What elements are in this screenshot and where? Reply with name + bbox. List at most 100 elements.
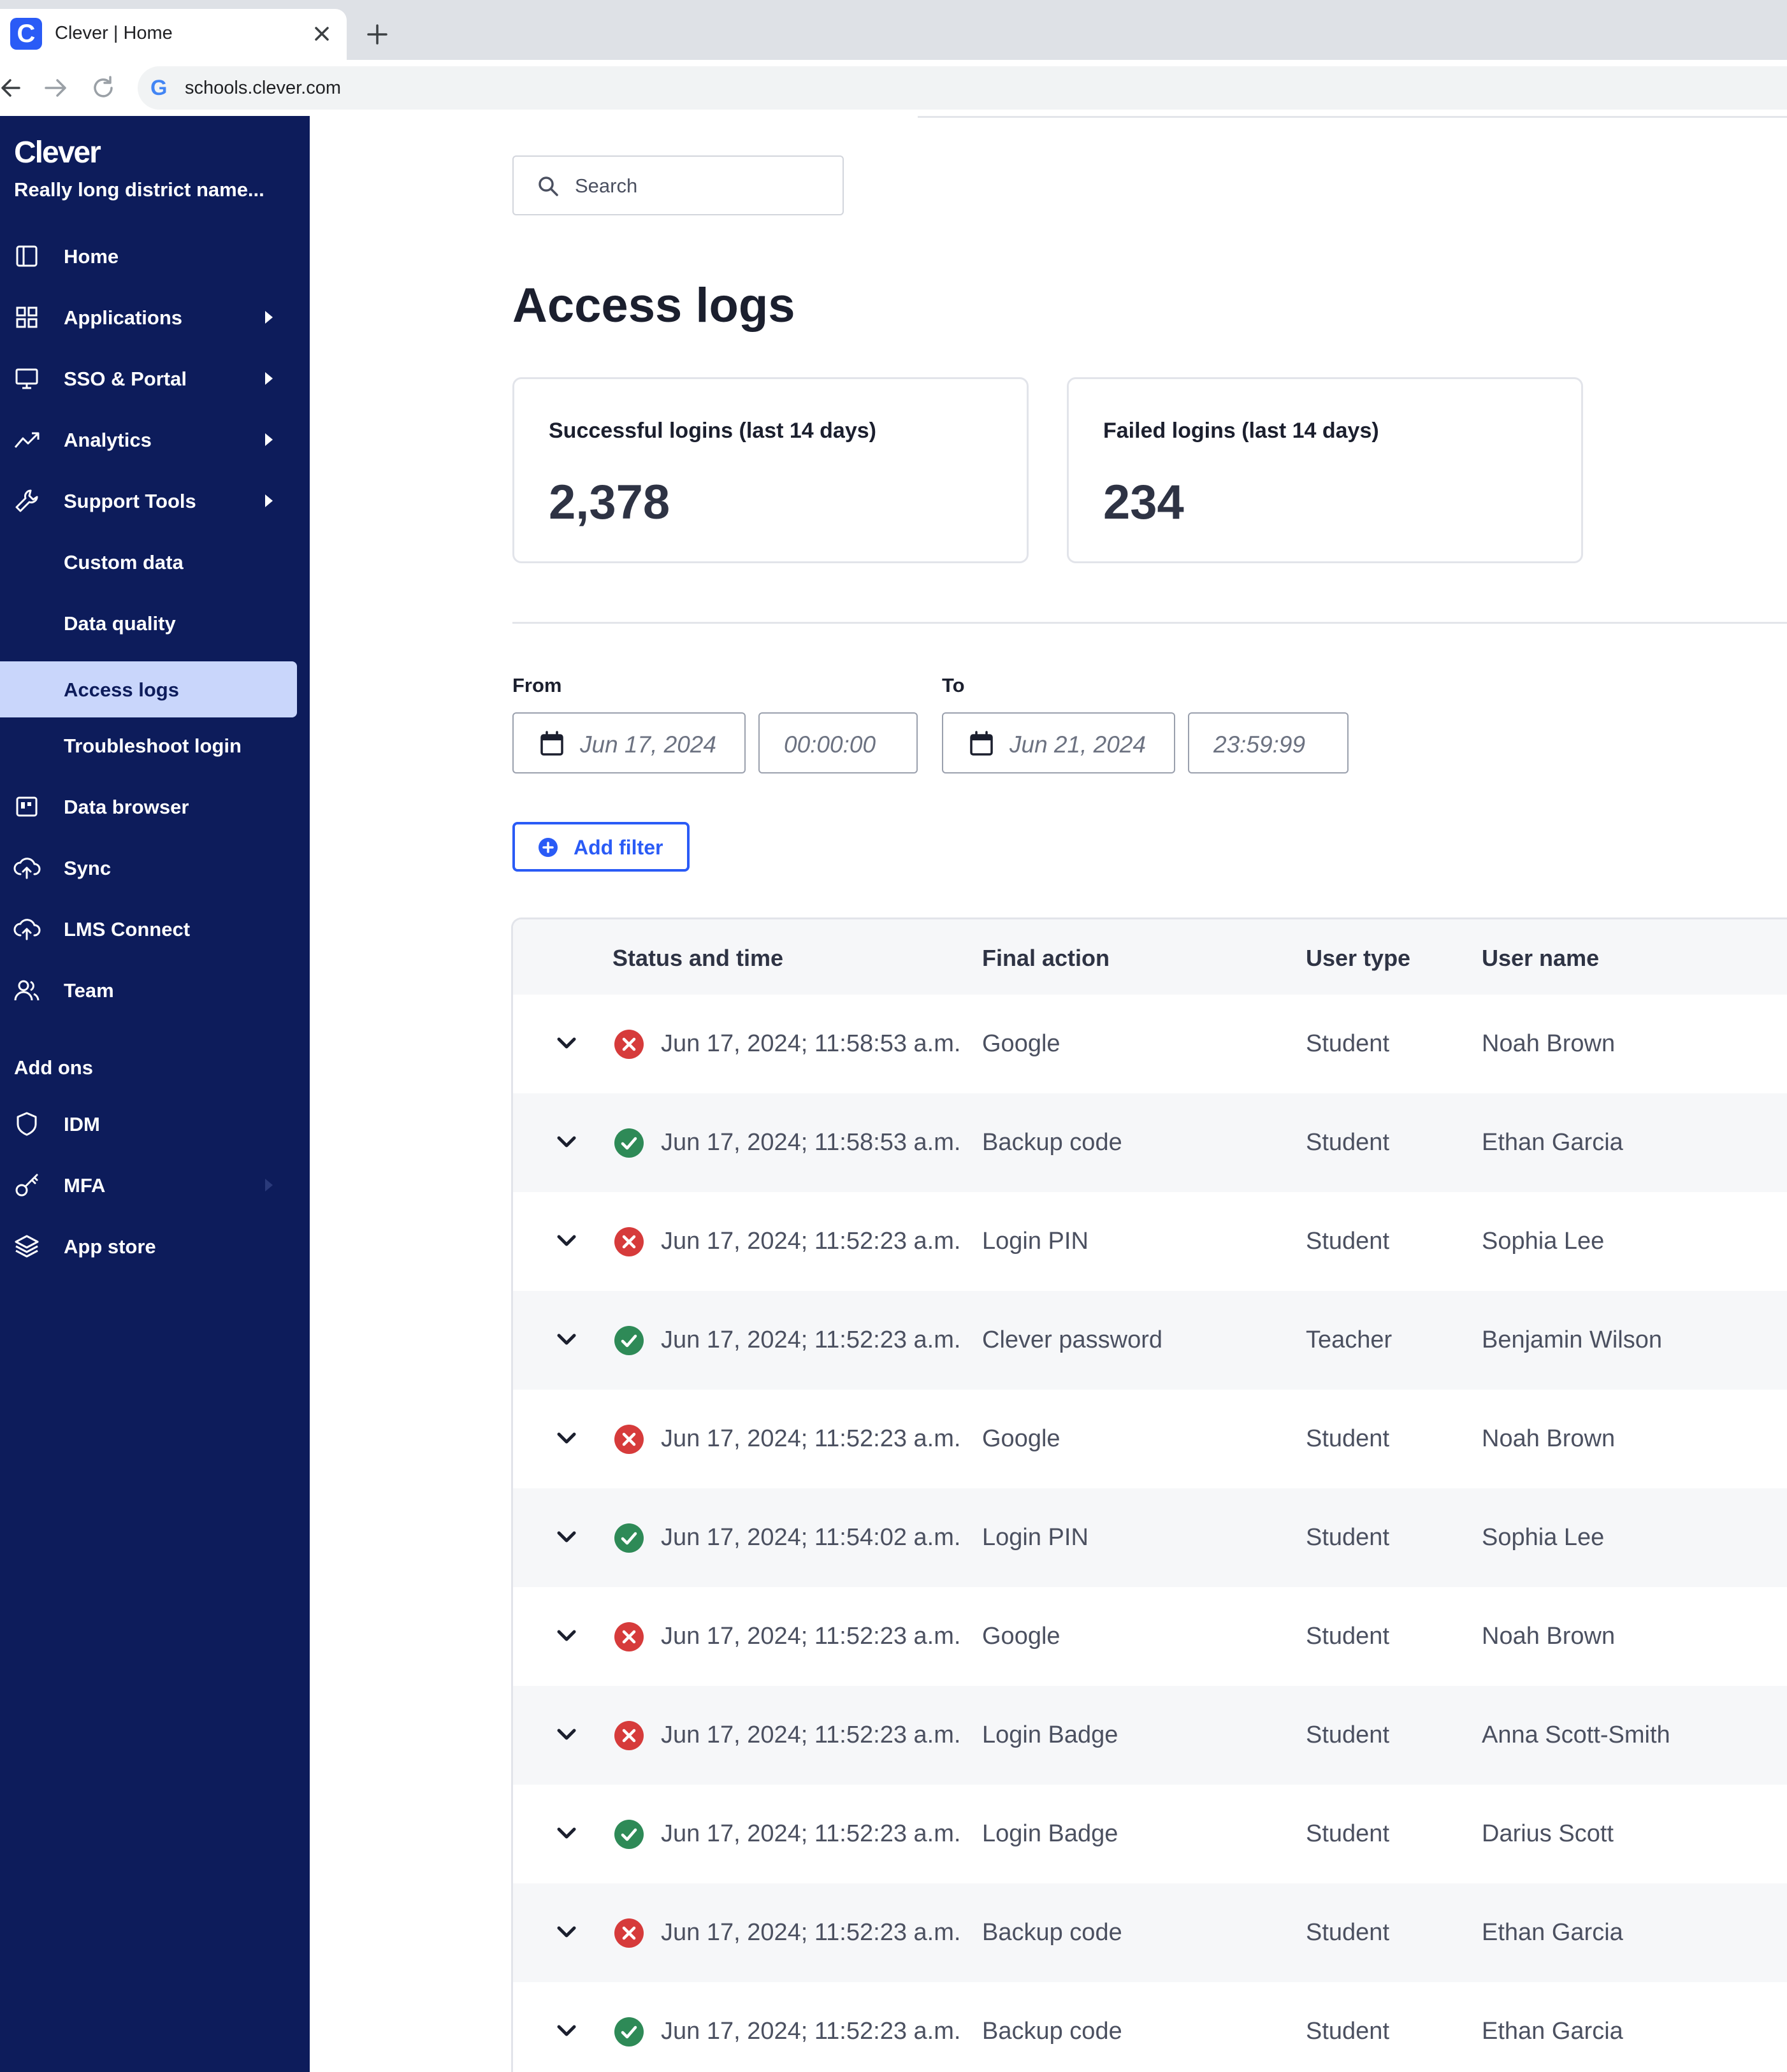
column-header-user-name[interactable]: User name xyxy=(1482,945,1600,971)
tab-title: Clever | Home xyxy=(55,23,173,43)
sidebar-item-label: Applications xyxy=(64,306,183,329)
grid-icon xyxy=(13,303,41,331)
monitor-icon xyxy=(13,364,41,392)
trend-icon xyxy=(13,426,41,454)
sidebar-item-support-tools[interactable]: Support Tools xyxy=(0,473,297,529)
chevron-down-icon[interactable] xyxy=(555,1527,578,1548)
cell-final-action: Google xyxy=(982,1030,1060,1057)
cell-final-action: Backup code xyxy=(982,1129,1122,1156)
sidebar-item-label: Data quality xyxy=(64,612,176,635)
sidebar-item-team[interactable]: Team xyxy=(0,962,297,1018)
sidebar-item-app-store[interactable]: App store xyxy=(0,1218,297,1274)
cell-user-name: Noah Brown xyxy=(1482,1030,1616,1057)
table-row[interactable]: Jun 17, 2024; 11:52:23 a.m. Backup code St… xyxy=(513,1982,1787,2072)
stat-label: Failed logins (last 14 days) xyxy=(1103,419,1379,443)
from-date-input[interactable]: Jun 17, 2024 xyxy=(512,712,746,773)
column-header-user-type[interactable]: User type xyxy=(1306,945,1411,971)
cell-time: Jun 17, 2024; 11:58:53 a.m. xyxy=(661,1030,961,1057)
sidebar-item-data-browser[interactable]: Data browser xyxy=(0,779,297,835)
cell-user-type: Student xyxy=(1306,2018,1389,2045)
sidebar-item-mfa[interactable]: MFA xyxy=(0,1157,297,1213)
google-icon: G xyxy=(150,76,168,100)
search-input[interactable]: Search xyxy=(512,155,844,215)
sidebar-item-troubleshoot-login[interactable]: Troubleshoot login xyxy=(0,717,297,773)
district-name[interactable]: Really long district name... xyxy=(14,178,264,201)
caret-right-icon xyxy=(260,1176,277,1194)
cell-user-name: Ethan Garcia xyxy=(1482,1129,1623,1156)
layout-icon xyxy=(13,242,41,270)
people-icon xyxy=(13,976,41,1004)
chevron-down-icon[interactable] xyxy=(555,1428,578,1450)
sidebar-item-analytics[interactable]: Analytics xyxy=(0,412,297,468)
chevron-down-icon[interactable] xyxy=(555,2020,578,2042)
chevron-down-icon[interactable] xyxy=(555,1230,578,1252)
caret-right-icon xyxy=(260,492,277,510)
sidebar-item-label: Troubleshoot login xyxy=(64,735,242,757)
table-row[interactable]: Jun 17, 2024; 11:52:23 a.m. Login Badge St… xyxy=(513,1785,1787,1883)
url-bar[interactable]: G schools.clever.com xyxy=(138,66,1787,110)
reload-icon[interactable] xyxy=(89,74,117,102)
chevron-down-icon[interactable] xyxy=(555,1922,578,1943)
success-status-icon xyxy=(614,1325,644,1356)
cell-final-action: Login PIN xyxy=(982,1228,1089,1255)
table-row[interactable]: Jun 17, 2024; 11:52:23 a.m. Clever passwo… xyxy=(513,1291,1787,1390)
cloud-upload-icon xyxy=(13,915,41,943)
add-filter-label: Add filter xyxy=(574,836,663,859)
table-row[interactable]: Jun 17, 2024; 11:54:02 a.m. Login PIN Stud… xyxy=(513,1488,1787,1587)
cell-time: Jun 17, 2024; 11:58:53 a.m. xyxy=(661,1129,961,1156)
layers-icon xyxy=(13,1232,41,1260)
failed-status-icon xyxy=(614,1424,644,1455)
table-row[interactable]: Jun 17, 2024; 11:52:23 a.m. Login Badge St… xyxy=(513,1686,1787,1785)
from-time-input[interactable]: 00:00:00 xyxy=(758,712,918,773)
sidebar-item-home[interactable]: Home xyxy=(0,228,297,284)
add-filter-button[interactable]: Add filter xyxy=(512,822,690,872)
sidebar-item-data-quality[interactable]: Data quality xyxy=(0,595,297,651)
forward-arrow-icon[interactable] xyxy=(42,74,70,102)
cell-user-name: Ethan Garcia xyxy=(1482,2018,1623,2045)
sidebar-item-sso-portal[interactable]: SSO & Portal xyxy=(0,350,297,406)
to-time-input[interactable]: 23:59:99 xyxy=(1188,712,1349,773)
success-status-icon xyxy=(614,1523,644,1553)
access-logs-table: Status and time Final action User type U… xyxy=(511,917,1787,2072)
plus-circle-icon xyxy=(538,837,558,858)
chevron-down-icon[interactable] xyxy=(555,1329,578,1351)
table-row[interactable]: Jun 17, 2024; 11:52:23 a.m. Backup code St… xyxy=(513,1883,1787,1982)
cell-final-action: Clever password xyxy=(982,1327,1162,1353)
close-icon[interactable] xyxy=(306,18,338,50)
cell-time: Jun 17, 2024; 11:52:23 a.m. xyxy=(661,2018,961,2045)
sidebar-item-idm[interactable]: IDM xyxy=(0,1096,297,1152)
column-header-final-action[interactable]: Final action xyxy=(982,945,1110,971)
stat-value: 2,378 xyxy=(549,475,670,529)
chevron-down-icon[interactable] xyxy=(555,1625,578,1647)
chevron-down-icon[interactable] xyxy=(555,1724,578,1746)
chevron-down-icon[interactable] xyxy=(555,1033,578,1054)
table-row[interactable]: Jun 17, 2024; 11:52:23 a.m. Google Student… xyxy=(513,1390,1787,1488)
sidebar-item-lms-connect[interactable]: LMS Connect xyxy=(0,901,297,957)
table-row[interactable]: Jun 17, 2024; 11:52:23 a.m. Google Student… xyxy=(513,1587,1787,1686)
back-arrow-icon[interactable] xyxy=(0,74,28,102)
table-row[interactable]: Jun 17, 2024; 11:58:53 a.m. Google Student… xyxy=(513,995,1787,1093)
wrench-icon xyxy=(13,487,41,515)
sidebar-item-sync[interactable]: Sync xyxy=(0,840,297,896)
column-header-status-time[interactable]: Status and time xyxy=(612,945,784,971)
cell-final-action: Backup code xyxy=(982,2018,1122,2045)
chevron-down-icon[interactable] xyxy=(555,1823,578,1845)
to-date-input[interactable]: Jun 21, 2024 xyxy=(942,712,1175,773)
table-row[interactable]: Jun 17, 2024; 11:52:23 a.m. Login PIN Stud… xyxy=(513,1192,1787,1291)
plus-icon[interactable] xyxy=(361,18,394,51)
browser-tab[interactable]: C Clever | Home xyxy=(0,9,347,60)
cell-final-action: Login Badge xyxy=(982,1722,1118,1748)
cell-user-type: Student xyxy=(1306,1919,1389,1946)
shield-icon xyxy=(13,1110,41,1138)
chevron-down-icon[interactable] xyxy=(555,1132,578,1153)
calendar-icon xyxy=(969,730,994,757)
cell-time: Jun 17, 2024; 11:52:23 a.m. xyxy=(661,1327,961,1353)
cell-user-type: Student xyxy=(1306,1524,1389,1551)
sidebar-item-access-logs[interactable]: Access logs xyxy=(0,661,297,717)
cell-user-type: Student xyxy=(1306,1425,1389,1452)
sidebar-item-custom-data[interactable]: Custom data xyxy=(0,534,297,590)
table-row[interactable]: Jun 17, 2024; 11:58:53 a.m. Backup code St… xyxy=(513,1093,1787,1192)
divider xyxy=(512,622,1787,624)
cell-user-name: Sophia Lee xyxy=(1482,1524,1605,1551)
sidebar-item-applications[interactable]: Applications xyxy=(0,289,297,345)
